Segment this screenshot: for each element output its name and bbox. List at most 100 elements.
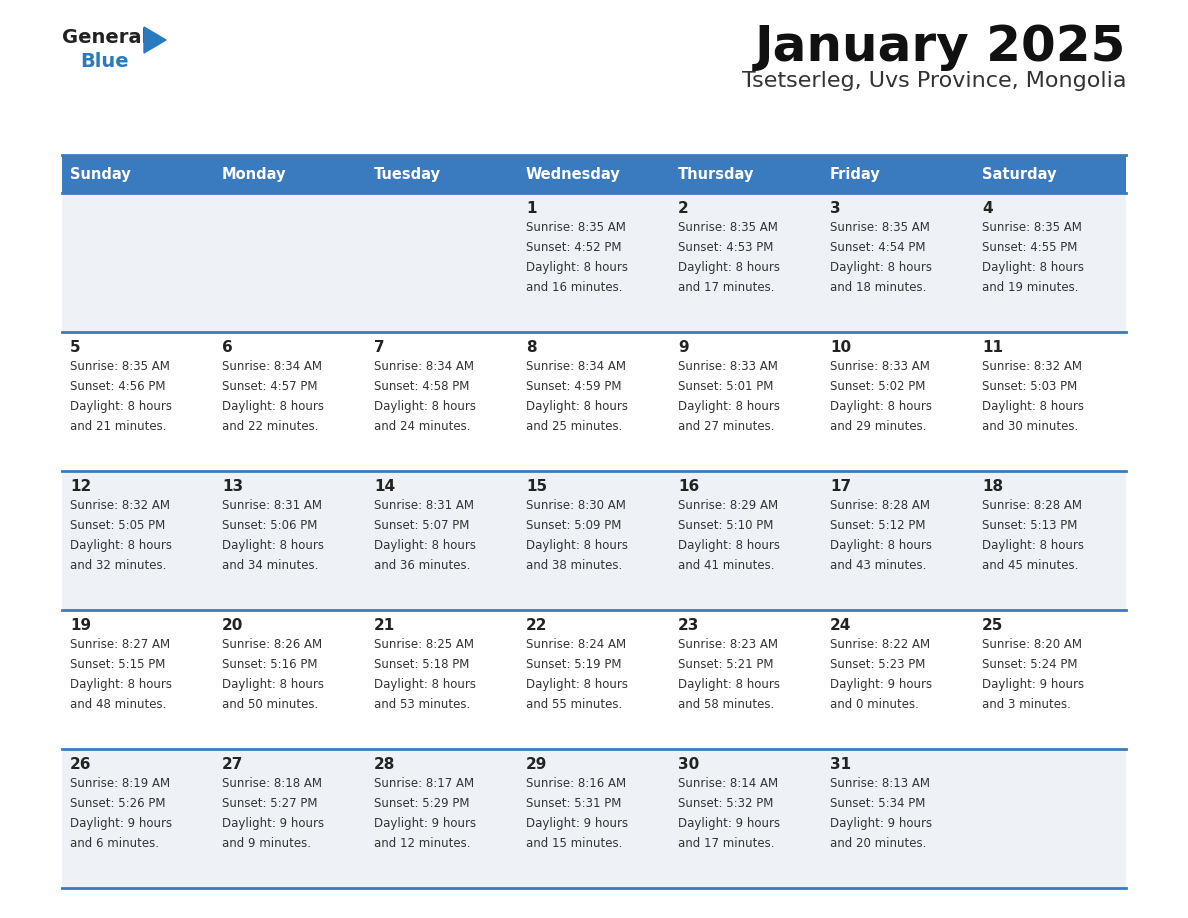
Text: Sunset: 5:15 PM: Sunset: 5:15 PM (70, 658, 165, 671)
Text: Sunset: 5:26 PM: Sunset: 5:26 PM (70, 797, 165, 810)
Text: and 45 minutes.: and 45 minutes. (982, 559, 1079, 572)
Bar (670, 155, 822, 193)
Text: Sunset: 5:05 PM: Sunset: 5:05 PM (70, 519, 165, 532)
Text: Daylight: 8 hours: Daylight: 8 hours (70, 400, 172, 413)
Text: Sunrise: 8:26 AM: Sunrise: 8:26 AM (222, 638, 322, 651)
Text: 4: 4 (982, 201, 993, 216)
Text: Sunrise: 8:35 AM: Sunrise: 8:35 AM (70, 360, 170, 373)
Text: and 36 minutes.: and 36 minutes. (374, 559, 470, 572)
Text: Sunrise: 8:34 AM: Sunrise: 8:34 AM (526, 360, 626, 373)
Text: and 21 minutes.: and 21 minutes. (70, 420, 166, 433)
Text: and 29 minutes.: and 29 minutes. (830, 420, 927, 433)
Text: 30: 30 (678, 757, 700, 772)
Bar (62, 332, 214, 471)
Text: 19: 19 (70, 618, 91, 633)
Text: Sunset: 5:31 PM: Sunset: 5:31 PM (526, 797, 621, 810)
Text: Sunset: 4:52 PM: Sunset: 4:52 PM (526, 241, 621, 254)
Text: Sunrise: 8:20 AM: Sunrise: 8:20 AM (982, 638, 1082, 651)
Text: Sunset: 5:18 PM: Sunset: 5:18 PM (374, 658, 469, 671)
Text: 27: 27 (222, 757, 244, 772)
Text: and 18 minutes.: and 18 minutes. (830, 281, 927, 294)
Bar (366, 193, 518, 332)
Text: Monday: Monday (222, 166, 286, 182)
Text: and 25 minutes.: and 25 minutes. (526, 420, 623, 433)
Text: 31: 31 (830, 757, 851, 772)
Bar (518, 332, 670, 471)
Text: and 32 minutes.: and 32 minutes. (70, 559, 166, 572)
Bar (214, 193, 366, 332)
Text: Daylight: 9 hours: Daylight: 9 hours (830, 678, 933, 691)
Text: Sunset: 5:23 PM: Sunset: 5:23 PM (830, 658, 925, 671)
Text: Sunset: 5:07 PM: Sunset: 5:07 PM (374, 519, 469, 532)
Text: Sunset: 5:21 PM: Sunset: 5:21 PM (678, 658, 773, 671)
Text: Sunrise: 8:17 AM: Sunrise: 8:17 AM (374, 777, 474, 790)
Text: Sunset: 5:03 PM: Sunset: 5:03 PM (982, 380, 1078, 393)
Text: 7: 7 (374, 340, 385, 355)
Bar (670, 332, 822, 471)
Bar (62, 471, 214, 610)
Text: 28: 28 (374, 757, 396, 772)
Text: Sunday: Sunday (70, 166, 131, 182)
Text: Daylight: 8 hours: Daylight: 8 hours (222, 678, 324, 691)
Text: Sunset: 4:56 PM: Sunset: 4:56 PM (70, 380, 165, 393)
Text: Sunset: 4:55 PM: Sunset: 4:55 PM (982, 241, 1078, 254)
Text: Daylight: 9 hours: Daylight: 9 hours (526, 817, 628, 830)
Bar (518, 193, 670, 332)
Text: Sunset: 5:09 PM: Sunset: 5:09 PM (526, 519, 621, 532)
Bar (822, 749, 974, 888)
Text: Daylight: 8 hours: Daylight: 8 hours (678, 539, 781, 552)
Text: Sunrise: 8:33 AM: Sunrise: 8:33 AM (830, 360, 930, 373)
Bar (214, 471, 366, 610)
Text: 2: 2 (678, 201, 689, 216)
Text: and 3 minutes.: and 3 minutes. (982, 698, 1070, 711)
Text: and 30 minutes.: and 30 minutes. (982, 420, 1079, 433)
Text: Thursday: Thursday (678, 166, 754, 182)
Text: 23: 23 (678, 618, 700, 633)
Text: Sunset: 5:10 PM: Sunset: 5:10 PM (678, 519, 773, 532)
Text: 1: 1 (526, 201, 537, 216)
Bar (670, 193, 822, 332)
Text: 20: 20 (222, 618, 244, 633)
Text: 29: 29 (526, 757, 548, 772)
Text: and 58 minutes.: and 58 minutes. (678, 698, 775, 711)
Text: Daylight: 9 hours: Daylight: 9 hours (982, 678, 1085, 691)
Text: Daylight: 9 hours: Daylight: 9 hours (222, 817, 324, 830)
Bar (214, 155, 366, 193)
Text: Daylight: 9 hours: Daylight: 9 hours (374, 817, 476, 830)
Bar (670, 471, 822, 610)
Text: and 53 minutes.: and 53 minutes. (374, 698, 470, 711)
Bar (670, 610, 822, 749)
Text: and 12 minutes.: and 12 minutes. (374, 837, 470, 850)
Bar (518, 610, 670, 749)
Text: Daylight: 8 hours: Daylight: 8 hours (526, 678, 628, 691)
Text: Sunrise: 8:27 AM: Sunrise: 8:27 AM (70, 638, 170, 651)
Text: 18: 18 (982, 479, 1003, 494)
Text: 9: 9 (678, 340, 689, 355)
Text: and 15 minutes.: and 15 minutes. (526, 837, 623, 850)
Text: Sunset: 4:54 PM: Sunset: 4:54 PM (830, 241, 925, 254)
Text: Sunrise: 8:33 AM: Sunrise: 8:33 AM (678, 360, 778, 373)
Text: Tsetserleg, Uvs Province, Mongolia: Tsetserleg, Uvs Province, Mongolia (741, 71, 1126, 91)
Text: Sunset: 5:12 PM: Sunset: 5:12 PM (830, 519, 925, 532)
Text: Daylight: 9 hours: Daylight: 9 hours (830, 817, 933, 830)
Bar (670, 749, 822, 888)
Text: Sunset: 5:19 PM: Sunset: 5:19 PM (526, 658, 621, 671)
Text: January 2025: January 2025 (754, 23, 1126, 71)
Text: and 0 minutes.: and 0 minutes. (830, 698, 918, 711)
Text: Daylight: 8 hours: Daylight: 8 hours (222, 539, 324, 552)
Bar (214, 332, 366, 471)
Text: and 19 minutes.: and 19 minutes. (982, 281, 1079, 294)
Text: Daylight: 8 hours: Daylight: 8 hours (830, 261, 933, 274)
Text: 15: 15 (526, 479, 548, 494)
Bar (518, 749, 670, 888)
Text: 22: 22 (526, 618, 548, 633)
Text: Sunrise: 8:19 AM: Sunrise: 8:19 AM (70, 777, 170, 790)
Bar (822, 155, 974, 193)
Text: Daylight: 8 hours: Daylight: 8 hours (982, 261, 1083, 274)
Text: and 38 minutes.: and 38 minutes. (526, 559, 623, 572)
Text: Sunrise: 8:31 AM: Sunrise: 8:31 AM (222, 499, 322, 512)
Text: Wednesday: Wednesday (526, 166, 621, 182)
Text: Sunrise: 8:25 AM: Sunrise: 8:25 AM (374, 638, 474, 651)
Text: Daylight: 8 hours: Daylight: 8 hours (374, 539, 476, 552)
Text: 14: 14 (374, 479, 396, 494)
